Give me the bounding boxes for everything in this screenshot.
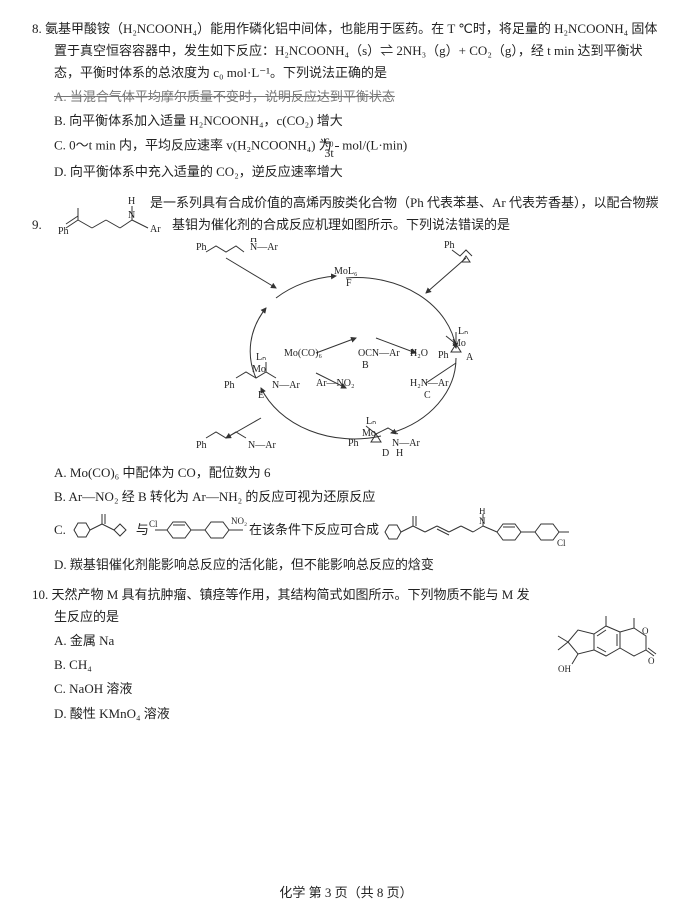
q10-molecule-icon: O O OH	[550, 594, 660, 674]
question-10: 10. 天然产物 M 具有抗肿瘤、镇痉等作用，其结构简式如图所示。下列物质不能与…	[32, 584, 660, 725]
q9-head-Ar: Ar	[150, 224, 161, 235]
q9-C-mid2: 在该条件下反应可合成	[249, 519, 379, 541]
question-9: 9. Ph H N Ar 是一系列具有合成价值的高烯丙胺类化合物（Ph 代表苯基…	[32, 192, 660, 576]
svg-text:O: O	[648, 656, 655, 666]
q9-option-B: B. Ar—NO₂ 经 B 转化为 Ar—NH₂ 的反应可视为还原反应	[32, 486, 660, 508]
svg-text:F: F	[346, 278, 352, 289]
svg-text:NO₂: NO₂	[231, 516, 247, 526]
svg-text:Mo: Mo	[252, 364, 266, 375]
svg-text:H: H	[250, 238, 257, 245]
q9-diagram-wrap: Ph N—Ar H Ph MoL₆ F Lₙ Mo Ph A Mo(CO)₆ O…	[32, 238, 660, 458]
q9-head-N: N	[128, 210, 135, 221]
svg-text:A: A	[466, 352, 474, 363]
q8-C-den: 3t	[335, 147, 339, 159]
q9-C-mol3-icon: H N Cl	[379, 508, 569, 552]
q8-option-C: C. 0～t min 内，平均反应速率 v(H₂NCOONH₄) 为 c₀ 3t…	[32, 134, 660, 159]
q9-C-mid1: 与	[136, 519, 149, 541]
svg-text:H₂O: H₂O	[410, 348, 428, 359]
q8-number: 8.	[32, 21, 42, 36]
q9-head-H: H	[128, 196, 135, 207]
q8-C-num: c₀	[335, 134, 339, 147]
q9-C-mol2-icon: Cl NO₂	[149, 510, 249, 550]
svg-text:Mo(CO)₆: Mo(CO)₆	[284, 348, 322, 359]
svg-text:C: C	[424, 390, 431, 401]
q9-option-A: A. Mo(CO)₆ 中配体为 CO，配位数为 6	[32, 462, 660, 484]
svg-text:Lₙ: Lₙ	[366, 416, 376, 427]
q9-head: 9. Ph H N Ar 是一系列具有合成价值的高烯丙胺类化合物（Ph 代表苯基…	[32, 192, 660, 236]
svg-text:Ph: Ph	[348, 438, 359, 449]
svg-text:Mo: Mo	[362, 428, 376, 439]
q10-option-B: B. CH₄	[32, 654, 542, 676]
svg-text:Ph: Ph	[438, 350, 449, 361]
q8-C-pre: C. 0～t min 内，平均反应速率 v(H₂NCOONH₄) 为	[54, 138, 332, 153]
q8-option-B: B. 向平衡体系加入适量 H₂NCOONH₄，c(CO₂) 增大	[32, 110, 660, 132]
q8-C-post: mol/(L·min)	[342, 138, 407, 153]
q9-C-mol1-icon	[66, 510, 136, 550]
svg-text:Lₙ: Lₙ	[458, 326, 468, 337]
svg-text:OCN—Ar: OCN—Ar	[358, 348, 400, 359]
svg-text:H₂N—Ar: H₂N—Ar	[410, 378, 449, 389]
svg-text:MoL₆: MoL₆	[334, 266, 358, 277]
q10-text: 天然产物 M 具有抗肿瘤、镇痉等作用，其结构简式如图所示。下列物质不能与 M 发…	[52, 587, 530, 624]
q10-molecule: O O OH	[550, 594, 660, 681]
q8-body: 8. 氨基甲酸铵（H₂NCOONH₄）能用作磷化铝中间体，也能用于医药。在 T …	[32, 18, 660, 84]
svg-text:Cl: Cl	[557, 538, 566, 548]
svg-text:N: N	[479, 516, 486, 526]
q9-head-post: 是一系列具有合成价值的高烯丙胺类化合物（Ph 代表苯基、Ar 代表芳香基），以配…	[172, 192, 660, 236]
svg-text:N—Ar: N—Ar	[272, 380, 300, 391]
svg-text:Cl: Cl	[149, 519, 158, 529]
q10-option-D: D. 酸性 KMnO₄ 溶液	[32, 703, 542, 725]
svg-text:N—Ar: N—Ar	[248, 440, 276, 451]
q10-option-A: A. 金属 Na	[32, 630, 542, 652]
svg-text:O: O	[642, 626, 649, 636]
q9-head-Ph: Ph	[58, 226, 69, 236]
q8-text: 氨基甲酸铵（H₂NCOONH₄）能用作磷化铝中间体，也能用于医药。在 T ℃时，…	[45, 21, 657, 80]
svg-text:OH: OH	[558, 664, 571, 674]
q9-C-pre: C.	[54, 519, 66, 541]
q8-option-A: A. 当混合气体平均摩尔质量不变时，说明反应达到平衡状态	[32, 86, 660, 108]
svg-text:D: D	[382, 448, 389, 458]
q8-C-fraction: c₀ 3t	[335, 134, 339, 159]
svg-text:H: H	[479, 508, 486, 516]
svg-text:Lₙ: Lₙ	[256, 352, 266, 363]
svg-text:E: E	[258, 390, 264, 401]
q9-option-D: D. 羰基钼催化剂能影响总反应的活化能，但不能影响总反应的焓变	[32, 554, 660, 576]
svg-text:Ph: Ph	[444, 240, 455, 251]
svg-text:Ph: Ph	[224, 380, 235, 391]
svg-text:Ph: Ph	[196, 440, 207, 451]
q10-number: 10.	[32, 587, 48, 602]
svg-text:H: H	[396, 448, 403, 458]
svg-text:B: B	[362, 360, 369, 371]
q10-body: 10. 天然产物 M 具有抗肿瘤、镇痉等作用，其结构简式如图所示。下列物质不能与…	[32, 584, 542, 628]
q9-mechanism-diagram-icon: Ph N—Ar H Ph MoL₆ F Lₙ Mo Ph A Mo(CO)₆ O…	[166, 238, 526, 458]
page-footer: 化学 第 3 页（共 8 页）	[0, 882, 692, 904]
svg-text:Mo: Mo	[452, 338, 466, 349]
svg-text:Ph: Ph	[196, 242, 207, 253]
question-8: 8. 氨基甲酸铵（H₂NCOONH₄）能用作磷化铝中间体，也能用于医药。在 T …	[32, 18, 660, 184]
svg-text:Ar—NO₂: Ar—NO₂	[316, 378, 354, 389]
q10-option-C: C. NaOH 溶液	[32, 678, 542, 700]
q8-option-D: D. 向平衡体系中充入适量的 CO₂，逆反应速率增大	[32, 161, 660, 183]
q9-option-C: C. 与 Cl NO₂ 在该条件下反应可合成	[32, 508, 660, 552]
